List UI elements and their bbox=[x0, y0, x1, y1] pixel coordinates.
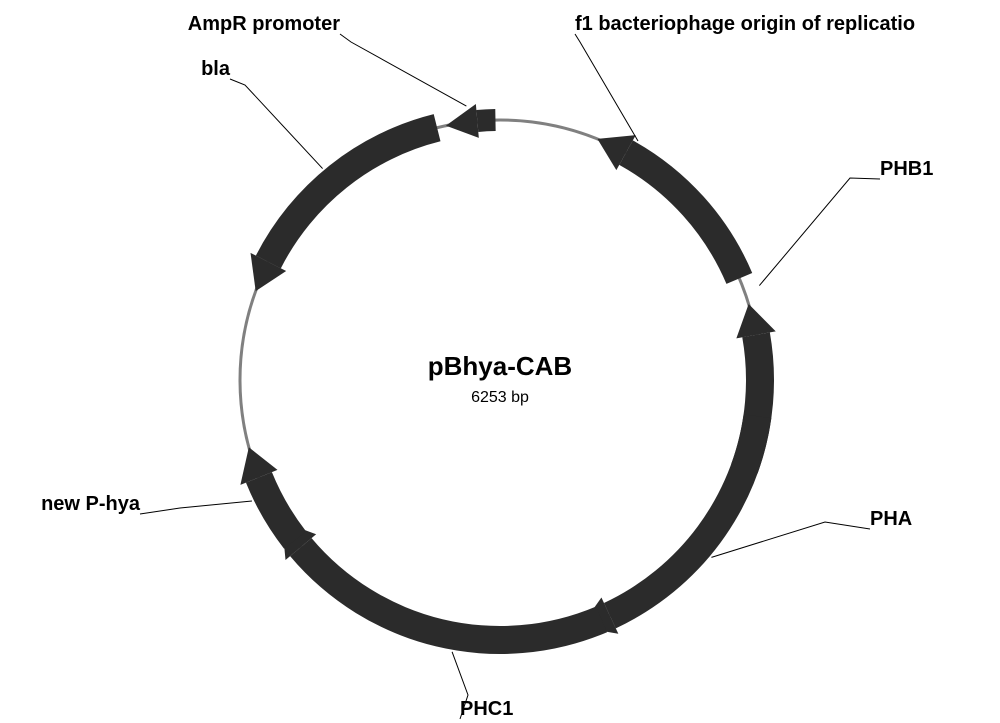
leader-phb1 bbox=[759, 178, 880, 286]
leader-bla bbox=[230, 79, 323, 169]
label-phb1: PHB1 bbox=[880, 158, 933, 180]
label-newphya: new P-hya bbox=[41, 493, 141, 515]
feature-phc1 bbox=[282, 522, 607, 654]
label-pha: PHA bbox=[870, 508, 912, 530]
label-amprp: AmpR promoter bbox=[188, 13, 340, 35]
feature-f1ori bbox=[597, 135, 752, 284]
leader-f1ori bbox=[575, 34, 638, 141]
leader-newphya bbox=[140, 501, 252, 514]
feature-amprp bbox=[446, 104, 496, 138]
feature-pha bbox=[580, 414, 771, 634]
plasmid-size: 6253 bp bbox=[471, 389, 529, 406]
plasmid-map: pBhya-CAB 6253 bp AmpR promoter bla f1 bacte… bbox=[0, 0, 1000, 723]
leader-pha bbox=[711, 522, 870, 557]
label-bla: bla bbox=[201, 58, 231, 80]
leader-amprp bbox=[340, 34, 466, 106]
label-phc1: PHC1 bbox=[460, 698, 513, 720]
feature-bla bbox=[251, 114, 441, 291]
label-f1ori: f1 bacteriophage origin of replicatio bbox=[575, 13, 915, 35]
feature-newphya bbox=[240, 447, 306, 548]
plasmid-name: pBhya-CAB bbox=[428, 351, 572, 381]
